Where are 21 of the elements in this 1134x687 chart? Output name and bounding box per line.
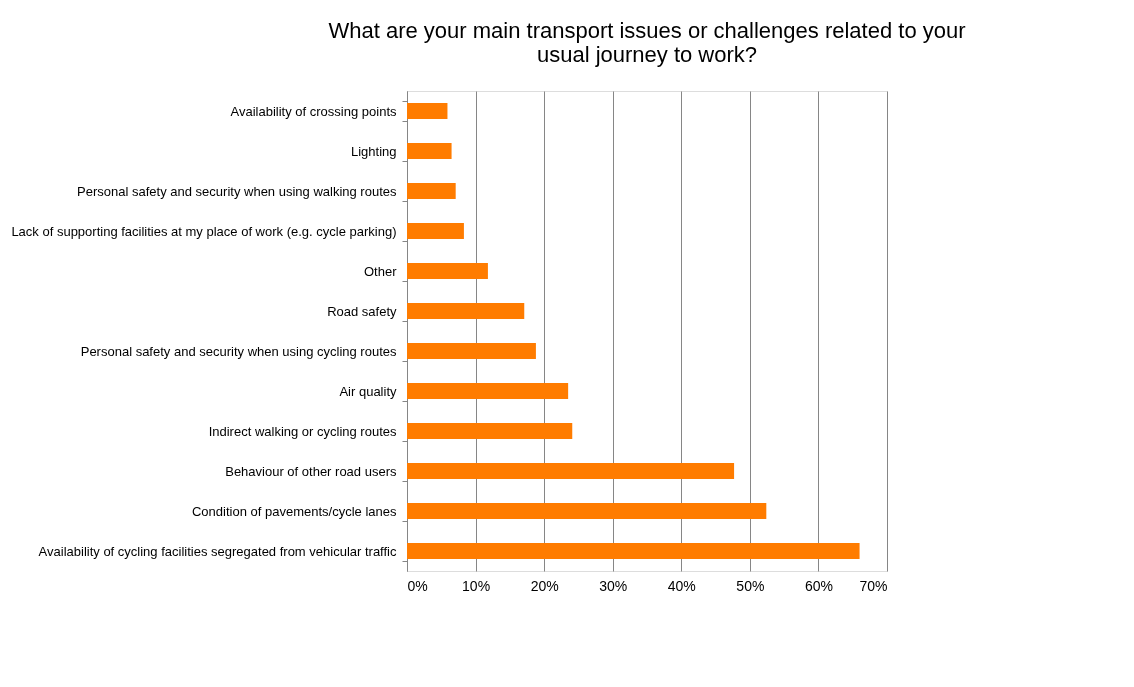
y-tick-label: Lighting [350,143,397,159]
x-tick-label: 50% [736,577,765,594]
x-tick-label: 60% [804,577,833,594]
y-tick-label: Behaviour of other road users [225,463,397,479]
y-tick-label: Other [363,263,398,279]
chart-title: What are your main transport issues or challenges related to your usual journey to work? [328,18,966,67]
x-tick-label: 30% [599,577,628,594]
y-tick-label: Road safety [327,303,397,319]
x-tick-label: 20% [530,577,559,594]
y-tick-label: Availability of cycling facilities segregated from vehicular traffic [38,543,397,559]
y-tick-label: Indirect walking or cycling routes [208,423,397,439]
x-tick-label: 70% [859,577,888,594]
y-tick-label: Personal safety and security when using cycling routes [80,343,397,359]
y-tick-label: Availability of crossing points [230,103,397,119]
y-tick-label: Lack of supporting facilities at my place of work (e.g. cycle parking) [11,223,397,239]
x-tick-label: 10% [462,577,491,594]
y-tick-label: Personal safety and security when using walking routes [77,183,397,199]
x-tick-label: 0% [407,577,428,594]
y-tick-label: Air quality [339,383,397,399]
x-tick-label: 40% [667,577,696,594]
y-tick-label: Condition of pavements/cycle lanes [191,503,397,519]
